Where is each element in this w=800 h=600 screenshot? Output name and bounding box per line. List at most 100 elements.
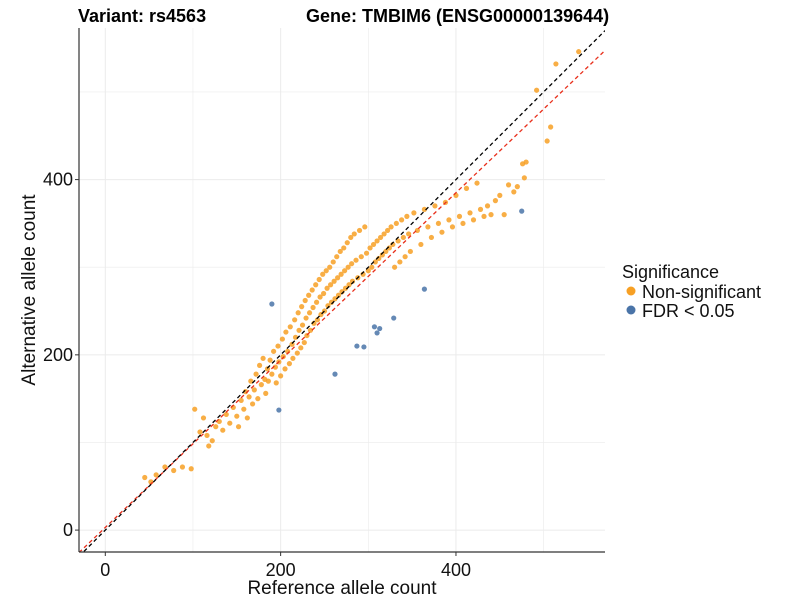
data-point-non-significant-51 — [286, 361, 292, 367]
data-point-non-significant-101 — [345, 264, 351, 270]
data-point-non-significant-119 — [374, 238, 380, 244]
data-point-non-significant-73 — [313, 282, 319, 288]
regression-line — [79, 50, 605, 552]
data-point-non-significant-121 — [377, 234, 384, 241]
data-point-non-significant-133 — [399, 217, 405, 223]
data-point-non-significant-33 — [260, 355, 266, 361]
data-point-non-significant-47 — [280, 353, 286, 360]
data-point-non-significant-169 — [521, 175, 527, 181]
data-point-non-significant-68 — [306, 310, 313, 316]
data-point-non-significant-3 — [162, 464, 168, 470]
data-point-non-significant-60 — [298, 345, 304, 351]
data-point-non-significant-173 — [548, 124, 554, 130]
data-point-non-significant-63 — [301, 339, 307, 346]
data-point-significant-1 — [276, 407, 282, 413]
data-point-significant-10 — [519, 208, 525, 214]
data-point-non-significant-167 — [514, 184, 520, 190]
data-point-non-significant-17 — [227, 420, 233, 426]
data-point-non-significant-62 — [299, 322, 306, 328]
data-point-non-significant-123 — [381, 231, 387, 237]
data-point-non-significant-164 — [501, 212, 507, 218]
data-point-non-significant-174 — [553, 61, 559, 67]
data-point-non-significant-163 — [497, 192, 503, 198]
data-point-non-significant-35 — [263, 390, 269, 396]
chart-title-gene: Gene: TMBIM6 (ENSG00000139644) — [306, 6, 609, 26]
data-point-non-significant-49 — [283, 329, 289, 335]
data-point-non-significant-90 — [332, 296, 338, 302]
data-point-non-significant-15 — [220, 427, 226, 433]
y-tick-label-200: 200 — [43, 345, 73, 365]
legend: Significance Non-significant FDR < 0.05 — [622, 262, 761, 321]
data-point-non-significant-59 — [296, 327, 302, 333]
data-point-non-significant-147 — [439, 229, 445, 235]
data-point-non-significant-124 — [383, 248, 389, 255]
data-point-non-significant-41 — [272, 364, 278, 370]
data-point-non-significant-104 — [349, 261, 355, 267]
data-point-non-significant-71 — [310, 304, 316, 311]
data-point-non-significant-106 — [351, 231, 357, 237]
data-point-non-significant-30 — [255, 396, 261, 402]
data-point-non-significant-64 — [302, 297, 308, 304]
data-point-non-significant-107 — [353, 257, 359, 263]
data-point-non-significant-162 — [492, 198, 499, 204]
data-point-non-significant-102 — [346, 282, 352, 288]
data-point-non-significant-57 — [294, 350, 300, 356]
data-point-non-significant-80 — [320, 290, 327, 297]
data-point-non-significant-110 — [358, 254, 364, 260]
data-point-non-significant-103 — [348, 234, 354, 241]
data-point-non-significant-93 — [335, 292, 342, 298]
x-tick-label-400: 400 — [441, 560, 471, 580]
data-point-non-significant-175 — [576, 49, 582, 55]
data-point-non-significant-10 — [204, 432, 210, 439]
data-point-non-significant-85 — [327, 264, 333, 270]
data-point-significant-6 — [374, 330, 380, 336]
data-point-non-significant-161 — [488, 212, 494, 218]
legend-label-significant: FDR < 0.05 — [642, 301, 735, 321]
data-point-non-significant-94 — [337, 248, 343, 255]
y-tick-label-400: 400 — [43, 170, 73, 190]
data-point-non-significant-97 — [341, 245, 347, 251]
data-point-non-significant-116 — [369, 264, 375, 270]
data-point-significant-4 — [361, 344, 367, 350]
data-point-non-significant-152 — [456, 213, 463, 219]
data-point-non-significant-137 — [406, 231, 412, 237]
data-point-non-significant-2 — [153, 472, 159, 478]
data-point-non-significant-69 — [307, 327, 314, 333]
data-point-non-significant-79 — [320, 271, 326, 277]
data-point-non-significant-29 — [253, 371, 259, 377]
data-point-non-significant-6 — [188, 466, 194, 472]
data-point-non-significant-160 — [484, 203, 491, 209]
data-point-non-significant-11 — [206, 443, 212, 449]
data-point-non-significant-154 — [463, 185, 470, 191]
data-point-non-significant-9 — [200, 415, 207, 421]
chart-title-variant: Variant: rs4563 — [78, 6, 206, 26]
data-point-non-significant-88 — [330, 259, 336, 265]
data-point-non-significant-27 — [249, 401, 256, 407]
data-point-non-significant-139 — [411, 210, 417, 216]
data-point-non-significant-54 — [290, 355, 296, 361]
data-point-non-significant-112 — [362, 224, 368, 230]
data-point-non-significant-76 — [316, 276, 322, 283]
data-point-non-significant-146 — [435, 220, 442, 227]
data-point-non-significant-155 — [467, 210, 473, 216]
legend-marker-non-significant — [626, 286, 636, 296]
y-axis-label: Alternative allele count — [19, 194, 40, 386]
data-point-non-significant-141 — [418, 241, 424, 248]
identity-line — [82, 30, 605, 552]
data-point-non-significant-45 — [278, 373, 284, 379]
data-point-non-significant-95 — [338, 271, 344, 277]
scatter-points — [142, 49, 582, 485]
data-point-non-significant-142 — [421, 206, 428, 212]
data-point-non-significant-75 — [314, 317, 321, 323]
data-point-non-significant-83 — [324, 285, 330, 291]
reference-lines — [79, 30, 605, 552]
x-tick-label-0: 0 — [100, 560, 110, 580]
data-point-non-significant-91 — [334, 254, 340, 260]
data-point-non-significant-118 — [372, 259, 378, 265]
data-point-non-significant-171 — [534, 87, 540, 93]
data-point-non-significant-100 — [344, 240, 350, 246]
x-tick-label-200: 200 — [266, 560, 296, 580]
data-point-non-significant-166 — [511, 189, 517, 195]
data-point-significant-0 — [269, 301, 275, 307]
